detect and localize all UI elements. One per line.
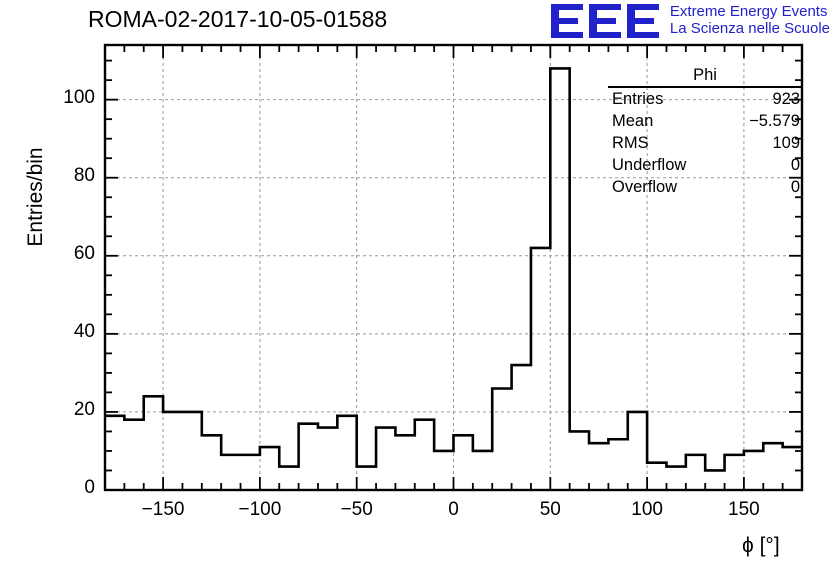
stats-row-mean: Mean −5.579 [608, 111, 802, 133]
stats-row-overflow: Overflow 0 [608, 177, 802, 199]
eee-logo: Extreme Energy Events La Scienza nelle S… [550, 2, 830, 40]
x-axis-title: ϕ [°] [742, 534, 780, 557]
x-tick-label: −50 [340, 499, 373, 520]
plot-title: ROMA-02-2017-10-05-01588 [88, 6, 388, 32]
y-tick-label: 60 [73, 242, 95, 264]
stats-row-rms: RMS 109 [608, 133, 802, 155]
stats-key-entries: Entries [612, 90, 664, 108]
x-tick-label: 100 [631, 499, 663, 520]
stats-value-overflow: 0 [790, 177, 800, 196]
x-tick-label: 50 [539, 499, 561, 520]
stats-value-entries: 923 [772, 90, 800, 108]
x-tick-label: −150 [141, 499, 185, 520]
stats-value-mean: −5.579 [749, 111, 800, 130]
stats-title: Phi [608, 66, 802, 88]
y-tick-label: 40 [73, 320, 95, 342]
eee-logo-text: Extreme Energy Events La Scienza nelle S… [669, 3, 830, 38]
eee-logo-line1: Extreme Energy Events [669, 3, 828, 21]
stats-key-rms: RMS [612, 133, 649, 152]
eee-logo-mark [550, 4, 659, 38]
histogram-outline [105, 67, 802, 472]
stats-key-overflow: Overflow [612, 177, 678, 196]
stats-value-underflow: 0 [790, 155, 800, 174]
stats-box: Phi Entries 923 Mean −5.579 RMS 109 Unde… [608, 66, 802, 199]
x-tick-label: 150 [728, 499, 760, 520]
stats-key-mean: Mean [612, 111, 654, 130]
x-tick-label: −100 [238, 499, 282, 520]
x-tick-label: 0 [448, 499, 459, 520]
stats-key-underflow: Underflow [612, 155, 687, 174]
stats-value-rms: 109 [772, 133, 800, 152]
y-tick-label: 0 [84, 477, 95, 498]
y-tick-label: 20 [73, 398, 95, 420]
grid-lines [105, 45, 802, 490]
axis-ticks [104, 45, 803, 491]
eee-logo-line2: La Scienza nelle Scuole [669, 20, 830, 37]
stats-row-underflow: Underflow 0 [608, 155, 802, 177]
y-tick-label: 100 [63, 86, 95, 108]
y-tick-label: 80 [73, 164, 95, 186]
stats-row-entries: Entries 923 [608, 89, 802, 111]
